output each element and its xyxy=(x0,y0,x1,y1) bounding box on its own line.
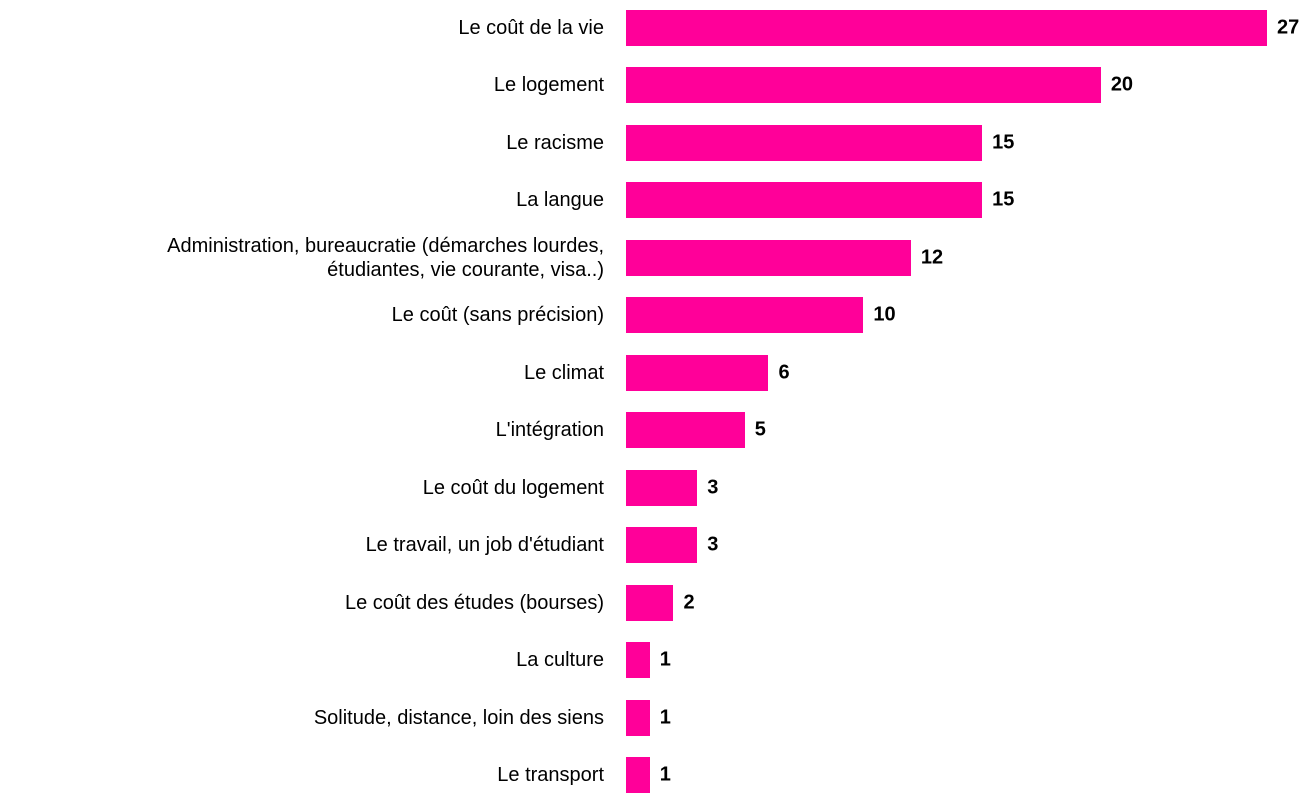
bar xyxy=(626,354,769,391)
bar xyxy=(626,67,1101,104)
category-label: Le transport xyxy=(497,764,604,786)
value-label: 1 xyxy=(659,763,671,786)
category-label: Le racisme xyxy=(506,131,604,154)
bar xyxy=(626,757,650,793)
bar xyxy=(626,412,745,449)
value-label: 3 xyxy=(707,476,719,499)
category-label: Le coût de la vie xyxy=(458,17,604,39)
value-label: 15 xyxy=(992,131,1015,154)
bar xyxy=(626,124,983,161)
category-label: Le climat xyxy=(523,361,604,384)
category-label: La langue xyxy=(516,189,604,212)
bar xyxy=(626,699,650,736)
value-label: 2 xyxy=(683,591,695,614)
bar xyxy=(626,527,698,564)
bar xyxy=(626,584,674,621)
bar xyxy=(626,10,1267,46)
value-label: 1 xyxy=(659,706,671,729)
category-label: Solitude, distance, loin des siens xyxy=(313,706,604,729)
value-label: 1 xyxy=(659,648,671,671)
category-label: Le coût (sans précision) xyxy=(391,304,604,327)
category-label: Le coût des études (bourses) xyxy=(344,591,604,614)
value-label: 12 xyxy=(920,246,944,269)
category-label: Le travail, un job d'étudiant xyxy=(365,534,604,557)
category-label: L'intégration xyxy=(495,419,604,442)
category-label: La culture xyxy=(516,649,604,672)
bar xyxy=(626,182,983,219)
value-label: 5 xyxy=(754,418,766,441)
value-label: 3 xyxy=(707,533,719,556)
bar xyxy=(626,297,864,334)
category-label: Le coût du logement xyxy=(422,476,604,499)
value-label: 6 xyxy=(778,361,790,384)
bar xyxy=(626,642,650,679)
value-label: 27 xyxy=(1277,16,1300,39)
value-label: 15 xyxy=(992,188,1015,211)
category-label: Le logement xyxy=(493,74,604,97)
value-label: 20 xyxy=(1110,73,1134,96)
category-label: Administration, bureaucratie (démarches … xyxy=(167,234,604,281)
value-label: 10 xyxy=(873,303,896,326)
bar xyxy=(626,469,698,506)
bar xyxy=(626,239,911,276)
